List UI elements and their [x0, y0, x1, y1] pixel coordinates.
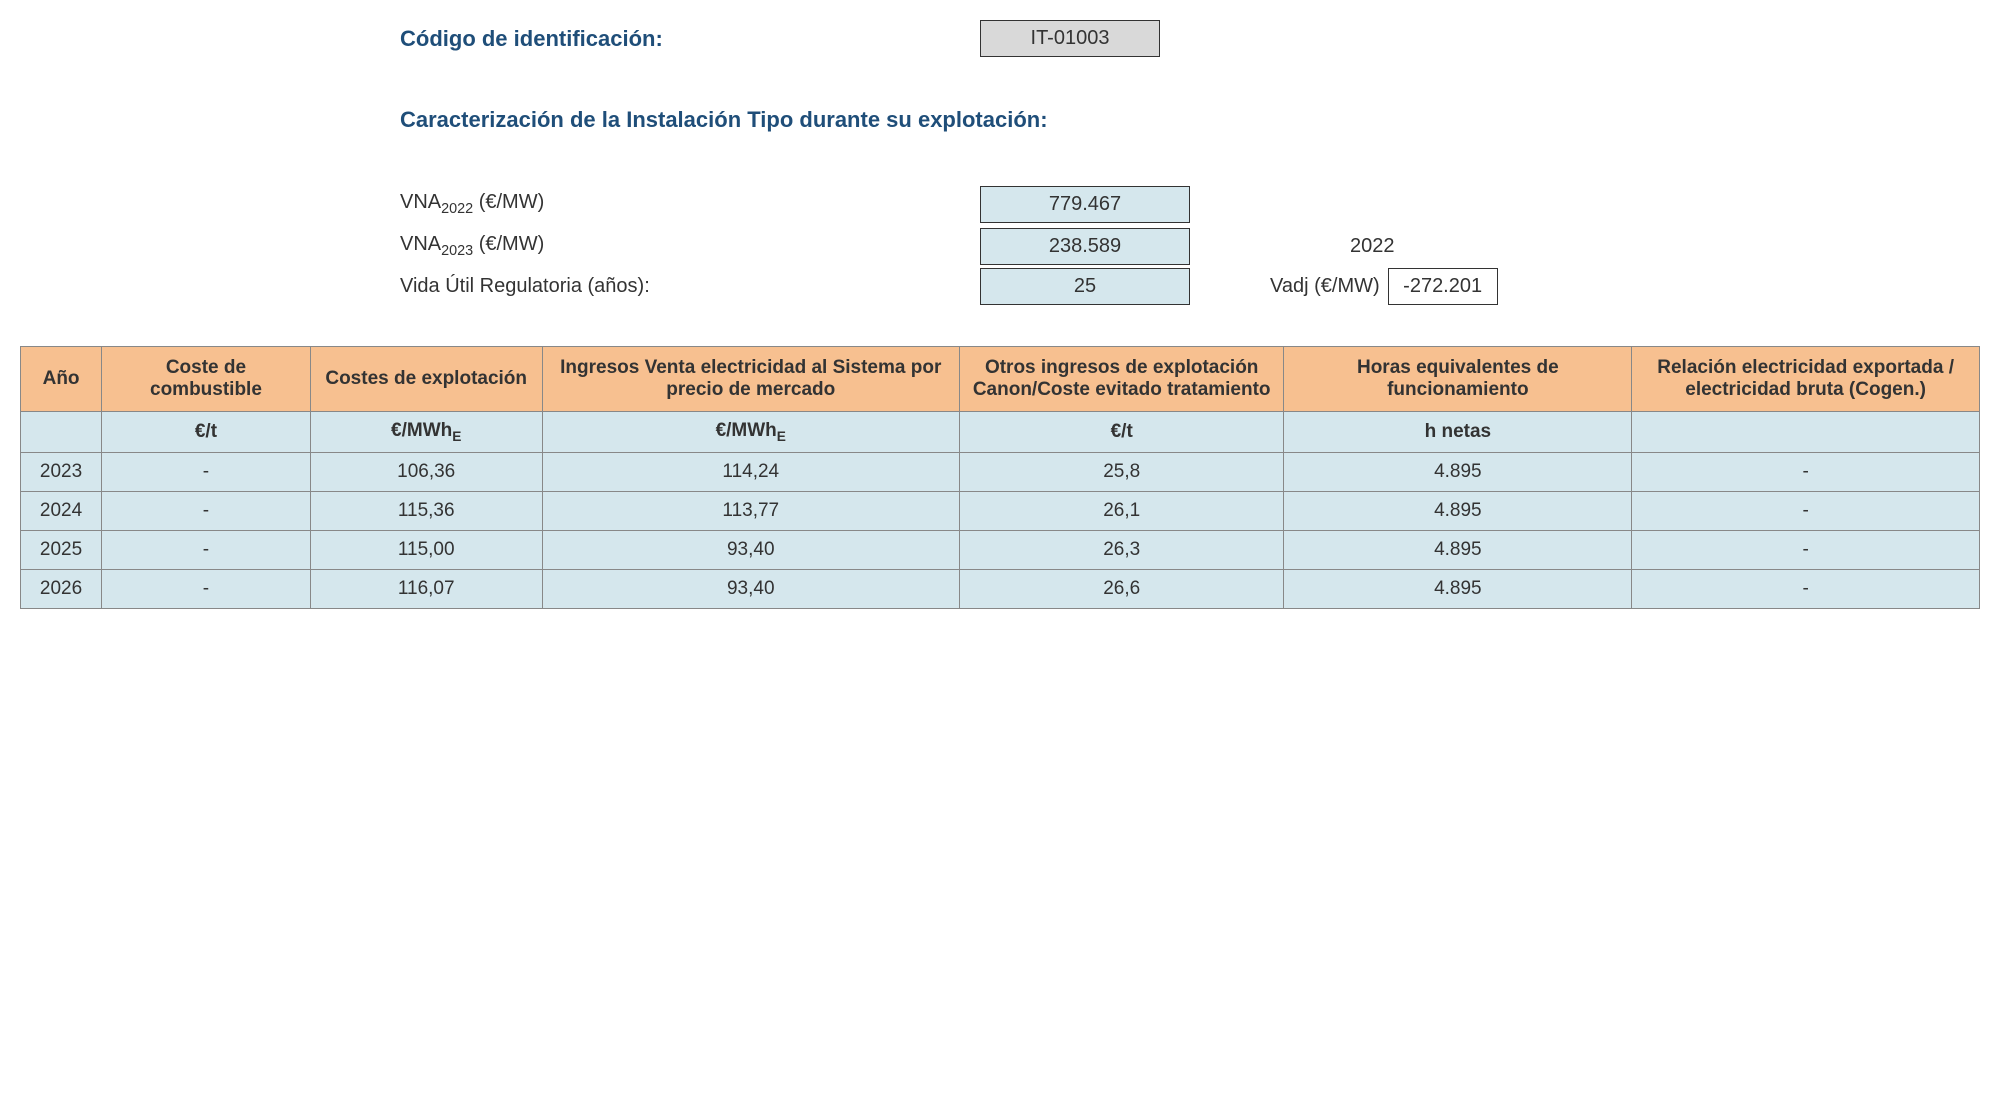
table-head: Año Coste de combustible Costes de explo… — [21, 347, 1980, 412]
table-header-row: Año Coste de combustible Costes de explo… — [21, 347, 1980, 412]
cell-c5: 4.895 — [1284, 530, 1632, 569]
unit-ano — [21, 412, 102, 453]
th-coste-combustible: Coste de combustible — [102, 347, 311, 412]
unit-c2-pre: €/MWh — [391, 420, 452, 441]
cell-c3: 114,24 — [542, 452, 959, 491]
cell-c2: 116,07 — [310, 569, 542, 608]
parameters-block: VNA2022 (€/MW) 779.467 VNA2023 (€/MW) 23… — [400, 183, 1980, 306]
cell-c1: - — [102, 530, 311, 569]
th-ano: Año — [21, 347, 102, 412]
table-row: 2024 - 115,36 113,77 26,1 4.895 - — [21, 491, 1980, 530]
vadj-label: Vadj (€/MW) — [1270, 275, 1380, 298]
data-table: Año Coste de combustible Costes de explo… — [20, 346, 1980, 609]
cell-ano: 2025 — [21, 530, 102, 569]
unit-c2-sub: E — [452, 429, 461, 444]
unit-c1: €/t — [102, 412, 311, 453]
cell-c1: - — [102, 491, 311, 530]
header-section: Código de identificación: IT-01003 Carac… — [400, 20, 1980, 133]
unit-c3-pre: €/MWh — [716, 420, 777, 441]
vna2022-label-pre: VNA — [400, 191, 441, 213]
table-row: 2026 - 116,07 93,40 26,6 4.895 - — [21, 569, 1980, 608]
table-row: 2025 - 115,00 93,40 26,3 4.895 - — [21, 530, 1980, 569]
vna2022-label: VNA2022 (€/MW) — [400, 183, 980, 225]
vadj-value: -272.201 — [1388, 268, 1498, 305]
vna2023-label-pre: VNA — [400, 233, 441, 255]
vna2022-label-post: (€/MW) — [473, 191, 544, 213]
unit-c5: h netas — [1284, 412, 1632, 453]
id-row: Código de identificación: IT-01003 — [400, 20, 1980, 57]
unit-c2: €/MWhE — [310, 412, 542, 453]
param-row-vida: Vida Útil Regulatoria (años): 25 Vadj (€… — [400, 267, 1980, 306]
param-row-vna2023: VNA2023 (€/MW) 238.589 2022 — [400, 225, 1980, 267]
cell-c2: 115,36 — [310, 491, 542, 530]
vna2022-label-sub: 2022 — [441, 201, 473, 217]
th-costes-explotacion: Costes de explotación — [310, 347, 542, 412]
cell-c5: 4.895 — [1284, 569, 1632, 608]
cell-c2: 115,00 — [310, 530, 542, 569]
cell-c4: 25,8 — [959, 452, 1284, 491]
vna2022-value: 779.467 — [980, 186, 1190, 223]
id-value-box: IT-01003 — [980, 20, 1160, 57]
vna2023-label-sub: 2023 — [441, 243, 473, 259]
unit-c6 — [1632, 412, 1980, 453]
th-otros-ingresos: Otros ingresos de explotación Canon/Cost… — [959, 347, 1284, 412]
cell-c3: 113,77 — [542, 491, 959, 530]
year-2022-label: 2022 — [1350, 235, 1395, 258]
cell-c1: - — [102, 569, 311, 608]
cell-ano: 2026 — [21, 569, 102, 608]
cell-c6: - — [1632, 452, 1980, 491]
cell-c4: 26,3 — [959, 530, 1284, 569]
unit-c4: €/t — [959, 412, 1284, 453]
vna2023-label: VNA2023 (€/MW) — [400, 225, 980, 267]
cell-c3: 93,40 — [542, 569, 959, 608]
cell-c5: 4.895 — [1284, 491, 1632, 530]
document-wrapper: Código de identificación: IT-01003 Carac… — [20, 20, 1980, 609]
cell-c4: 26,6 — [959, 569, 1284, 608]
cell-c4: 26,1 — [959, 491, 1284, 530]
cell-c6: - — [1632, 569, 1980, 608]
cell-c2: 106,36 — [310, 452, 542, 491]
cell-c3: 93,40 — [542, 530, 959, 569]
section-title: Caracterización de la Instalación Tipo d… — [400, 107, 1980, 133]
id-label: Código de identificación: — [400, 26, 980, 52]
vida-value: 25 — [980, 268, 1190, 305]
cell-ano: 2023 — [21, 452, 102, 491]
vna2023-label-post: (€/MW) — [473, 233, 544, 255]
th-ingresos-venta: Ingresos Venta electricidad al Sistema p… — [542, 347, 959, 412]
unit-c3: €/MWhE — [542, 412, 959, 453]
th-relacion-elec: Relación electricidad exportada / electr… — [1632, 347, 1980, 412]
table-row: 2023 - 106,36 114,24 25,8 4.895 - — [21, 452, 1980, 491]
cell-ano: 2024 — [21, 491, 102, 530]
table-body: €/t €/MWhE €/MWhE €/t h netas 2023 - 106… — [21, 412, 1980, 609]
unit-c3-sub: E — [777, 429, 786, 444]
table-units-row: €/t €/MWhE €/MWhE €/t h netas — [21, 412, 1980, 453]
cell-c1: - — [102, 452, 311, 491]
cell-c6: - — [1632, 491, 1980, 530]
cell-c5: 4.895 — [1284, 452, 1632, 491]
vna2023-value: 238.589 — [980, 228, 1190, 265]
cell-c6: - — [1632, 530, 1980, 569]
th-horas-equiv: Horas equivalentes de funcionamiento — [1284, 347, 1632, 412]
vida-label: Vida Útil Regulatoria (años): — [400, 267, 980, 306]
param-row-vna2022: VNA2022 (€/MW) 779.467 — [400, 183, 1980, 225]
